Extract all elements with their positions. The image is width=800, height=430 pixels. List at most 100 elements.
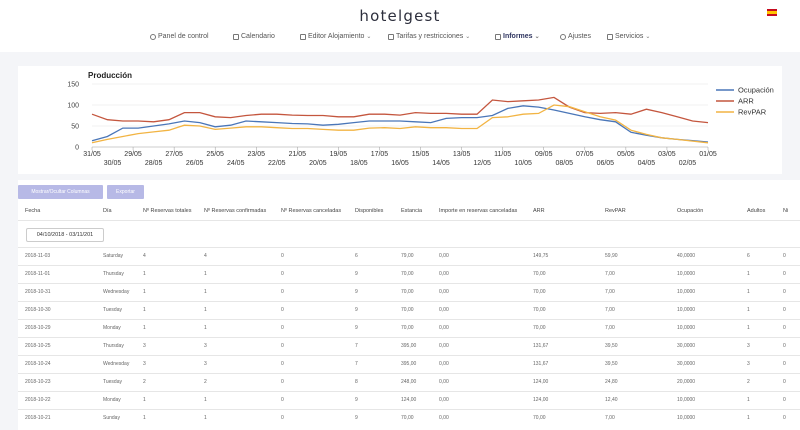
table-cell: 70,00 (533, 289, 546, 295)
table-cell: 1 (143, 289, 146, 295)
column-header[interactable]: Adultos (747, 208, 766, 214)
spain-flag-icon[interactable] (767, 9, 777, 16)
table-cell: Sunday (103, 415, 120, 421)
x-tick-label: 17/05 (371, 151, 389, 158)
column-header[interactable]: Nº Reservas totales (143, 208, 192, 214)
nav-item-0[interactable]: Panel de control (150, 33, 209, 40)
x-tick-label: 18/05 (350, 160, 368, 167)
table-cell: 10,0000 (677, 307, 696, 313)
x-tick-label: 23/05 (248, 151, 266, 158)
x-tick-label: 25/05 (206, 151, 224, 158)
table-cell: 9 (355, 325, 358, 331)
table-cell: Thursday (103, 343, 124, 349)
app-logo[interactable]: hotelgest (359, 7, 441, 25)
table-cell: 0,00 (439, 307, 449, 313)
column-header[interactable]: Estancia (401, 208, 423, 214)
chevron-down-icon: ⌄ (534, 34, 540, 40)
nav-item-6[interactable]: Servicios ⌄ (607, 33, 650, 40)
table-cell: 6 (747, 253, 750, 259)
table-cell: 0,00 (439, 271, 449, 277)
nav-item-2[interactable]: Editor Alojamiento ⌄ (300, 33, 371, 40)
x-tick-label: 27/05 (165, 151, 183, 158)
column-header[interactable]: Ni (783, 208, 789, 214)
nav-label: Panel de control (158, 33, 209, 40)
date-range-input[interactable]: 04/10/2018 - 03/11/201 (26, 228, 104, 242)
table-cell: 1 (204, 397, 207, 403)
nav-item-1[interactable]: Calendario (233, 33, 275, 40)
gear-icon (560, 33, 566, 40)
x-tick-label: 16/05 (391, 160, 409, 167)
column-header[interactable]: Nº Reservas canceladas (281, 208, 342, 214)
table-cell: 0 (281, 307, 284, 313)
x-tick-label: 03/05 (658, 151, 676, 158)
x-tick-label: 05/05 (617, 151, 635, 158)
x-tick-label: 31/05 (83, 151, 101, 158)
table-cell: 2 (747, 379, 750, 385)
table-cell: 3 (747, 361, 750, 367)
x-tick-label: 15/05 (412, 151, 430, 158)
table-cell: 3 (204, 361, 207, 367)
table-cell: 1 (204, 307, 207, 313)
column-header[interactable]: Ocupación (677, 208, 704, 214)
nav-label: Editor Alojamiento (308, 33, 365, 40)
x-tick-label: 08/05 (556, 160, 574, 167)
x-tick-label: 09/05 (535, 151, 553, 158)
nav-item-4[interactable]: Informes ⌄ (495, 33, 540, 40)
legend-label: ARR (738, 97, 754, 106)
main-nav: Panel de control Calendario Editor Alojami… (0, 33, 800, 47)
column-header[interactable]: ARR (533, 208, 545, 214)
table-cell: 7 (355, 361, 358, 367)
y-tick-label: 0 (75, 145, 79, 152)
toggle-columns-button[interactable]: Mostrar/Ocultar Columnas (18, 185, 103, 199)
table-cell: 131,67 (533, 343, 549, 349)
table-cell: 0 (281, 379, 284, 385)
table-cell: 9 (355, 289, 358, 295)
column-header[interactable]: Disponibles (355, 208, 384, 214)
chart-panel: Producción 0 50 100 150 31/05 29/05 27/05 25/05 2… (18, 66, 782, 174)
table-cell: 0 (783, 307, 786, 313)
x-tick-label: 02/05 (679, 160, 697, 167)
table-cell: 1 (747, 415, 750, 421)
series-line-0 (91, 105, 709, 143)
table-cell: 6 (355, 253, 358, 259)
column-header[interactable]: Fecha (25, 208, 41, 214)
table-cell: 10,0000 (677, 289, 696, 295)
row-divider (18, 409, 800, 410)
table-cell: 0 (783, 379, 786, 385)
table-cell: 124,00 (533, 379, 549, 385)
table-cell: 0 (281, 271, 284, 277)
table-cell: 1 (143, 397, 146, 403)
table-cell: 0 (783, 361, 786, 367)
table-cell: Tuesday (103, 307, 122, 313)
column-header[interactable]: Día (103, 208, 112, 214)
table-cell: 1 (747, 271, 750, 277)
table-cell: 70,00 (401, 325, 414, 331)
table-cell: 7 (355, 343, 358, 349)
nav-item-5[interactable]: Ajustes (560, 33, 591, 40)
x-tick-label: 28/05 (145, 160, 163, 167)
column-header[interactable]: Nº Reservas confirmadas (204, 208, 267, 214)
export-button[interactable]: Exportar (107, 185, 144, 199)
table-cell: 4 (204, 253, 207, 259)
table-cell: 24,80 (605, 379, 618, 385)
table-cell: 0 (783, 289, 786, 295)
table-cell: 0,00 (439, 379, 449, 385)
table-cell: 2018-10-31 (25, 289, 51, 295)
table-cell: 10,0000 (677, 271, 696, 277)
table-cell: 30,0000 (677, 361, 696, 367)
row-divider (18, 373, 800, 374)
table-cell: Saturday (103, 253, 124, 259)
x-tick-label: 04/05 (638, 160, 656, 167)
column-header[interactable]: RevPAR (605, 208, 626, 214)
table-cell: 39,50 (605, 343, 618, 349)
legend-label: RevPAR (738, 108, 767, 117)
table-cell: 1 (204, 325, 207, 331)
table-cell: 0 (281, 361, 284, 367)
table-cell: 1 (747, 397, 750, 403)
column-header[interactable]: Importe en reservas canceladas (439, 208, 518, 214)
nav-item-3[interactable]: Tarifas y restricciones ⌄ (388, 33, 470, 40)
table-cell: 2018-11-01 (25, 271, 51, 277)
table-cell: 0,00 (439, 325, 449, 331)
table-cell: 1 (143, 271, 146, 277)
